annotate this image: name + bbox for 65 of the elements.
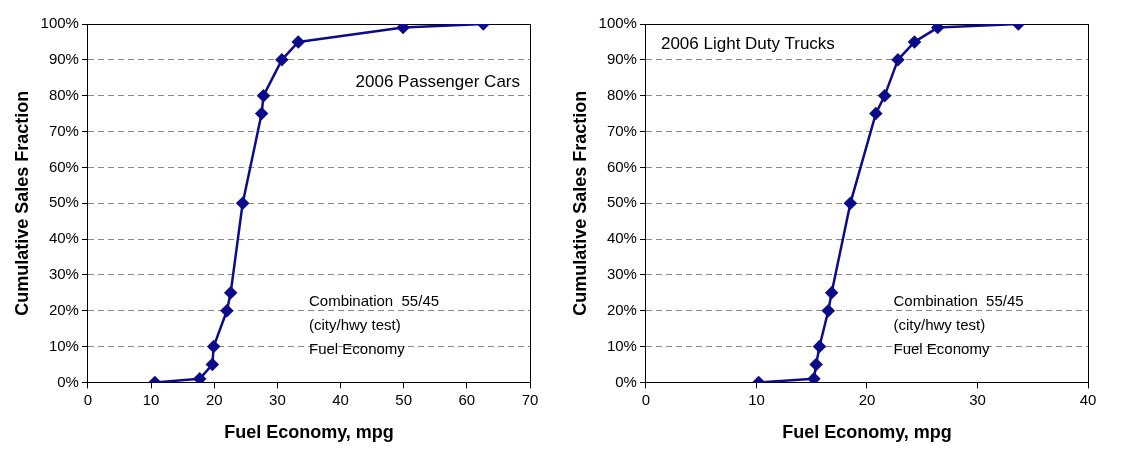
y-tick-label: 10% bbox=[606, 336, 637, 354]
point bbox=[809, 358, 823, 371]
point bbox=[207, 340, 220, 353]
point bbox=[844, 196, 857, 210]
y-axis-title: Cumulative Sales Fraction bbox=[11, 90, 32, 316]
y-tick-label: 70% bbox=[606, 121, 637, 139]
y-tick-label: 100% bbox=[598, 14, 637, 32]
point bbox=[891, 53, 905, 67]
x-tick-label: 0 bbox=[83, 390, 93, 408]
y-tick-label: 20% bbox=[48, 300, 79, 318]
point bbox=[807, 372, 821, 383]
point bbox=[255, 107, 268, 120]
point bbox=[822, 304, 835, 317]
point bbox=[206, 358, 219, 371]
y-tick-label: 60% bbox=[48, 157, 79, 175]
x-axis-title: Fuel Economy, mpg bbox=[224, 422, 394, 443]
point bbox=[908, 35, 921, 49]
point bbox=[878, 89, 891, 102]
point bbox=[931, 24, 944, 34]
x-tick-label: 60 bbox=[458, 390, 476, 408]
y-tick-label: 70% bbox=[48, 121, 79, 139]
x-axis-title: Fuel Economy, mpg bbox=[782, 422, 952, 443]
y-tick-label: 60% bbox=[606, 157, 637, 175]
point bbox=[257, 89, 270, 102]
point bbox=[275, 53, 289, 67]
point bbox=[193, 372, 206, 383]
y-tick-label: 80% bbox=[606, 85, 637, 103]
x-tick-label: 70 bbox=[521, 390, 539, 408]
y-tick-label: 90% bbox=[606, 49, 637, 67]
point bbox=[813, 340, 826, 353]
text: 2006 Passenger Cars bbox=[355, 72, 520, 92]
point bbox=[236, 196, 249, 210]
x-tick-label: 30 bbox=[969, 390, 986, 408]
y-tick-label: 0% bbox=[57, 372, 79, 390]
y-tick-label: 30% bbox=[48, 265, 79, 283]
x-tick-label: 10 bbox=[142, 390, 160, 408]
point bbox=[869, 107, 883, 120]
annotation: Combination 55/45 (city/hwy test) Fuel Economy bbox=[308, 292, 440, 358]
y-tick-label: 50% bbox=[606, 193, 637, 211]
y-tick-label: 50% bbox=[48, 193, 79, 211]
y-tick-label: 100% bbox=[40, 14, 79, 32]
y-axis-title: Cumulative Sales Fraction bbox=[569, 90, 590, 316]
point bbox=[292, 35, 305, 49]
y-tick-label: 90% bbox=[48, 49, 79, 67]
x-tick-label: 50 bbox=[395, 390, 413, 408]
y-tick-label: 0% bbox=[615, 372, 637, 390]
point bbox=[396, 24, 410, 34]
y-tick-label: 40% bbox=[606, 229, 637, 247]
x-tick-label: 30 bbox=[269, 390, 286, 408]
x-tick-label: 0 bbox=[641, 390, 651, 408]
x-tick-label: 20 bbox=[858, 390, 876, 408]
x-tick-label: 10 bbox=[748, 390, 765, 408]
x-tick-label: 40 bbox=[1079, 390, 1097, 408]
x-tick-label: 40 bbox=[332, 390, 349, 408]
y-tick-label: 10% bbox=[48, 336, 79, 354]
point bbox=[224, 286, 237, 300]
y-tick-label: 20% bbox=[606, 300, 637, 318]
text: 2006 Light Duty Trucks bbox=[660, 34, 835, 54]
annotation: Combination 55/45 (city/hwy test) Fuel Economy bbox=[893, 292, 1024, 358]
point bbox=[825, 286, 838, 300]
point bbox=[220, 304, 234, 317]
y-tick-label: 80% bbox=[48, 85, 79, 103]
y-tick-label: 40% bbox=[48, 229, 79, 247]
y-tick-label: 30% bbox=[606, 265, 637, 283]
x-tick-label: 20 bbox=[205, 390, 223, 408]
